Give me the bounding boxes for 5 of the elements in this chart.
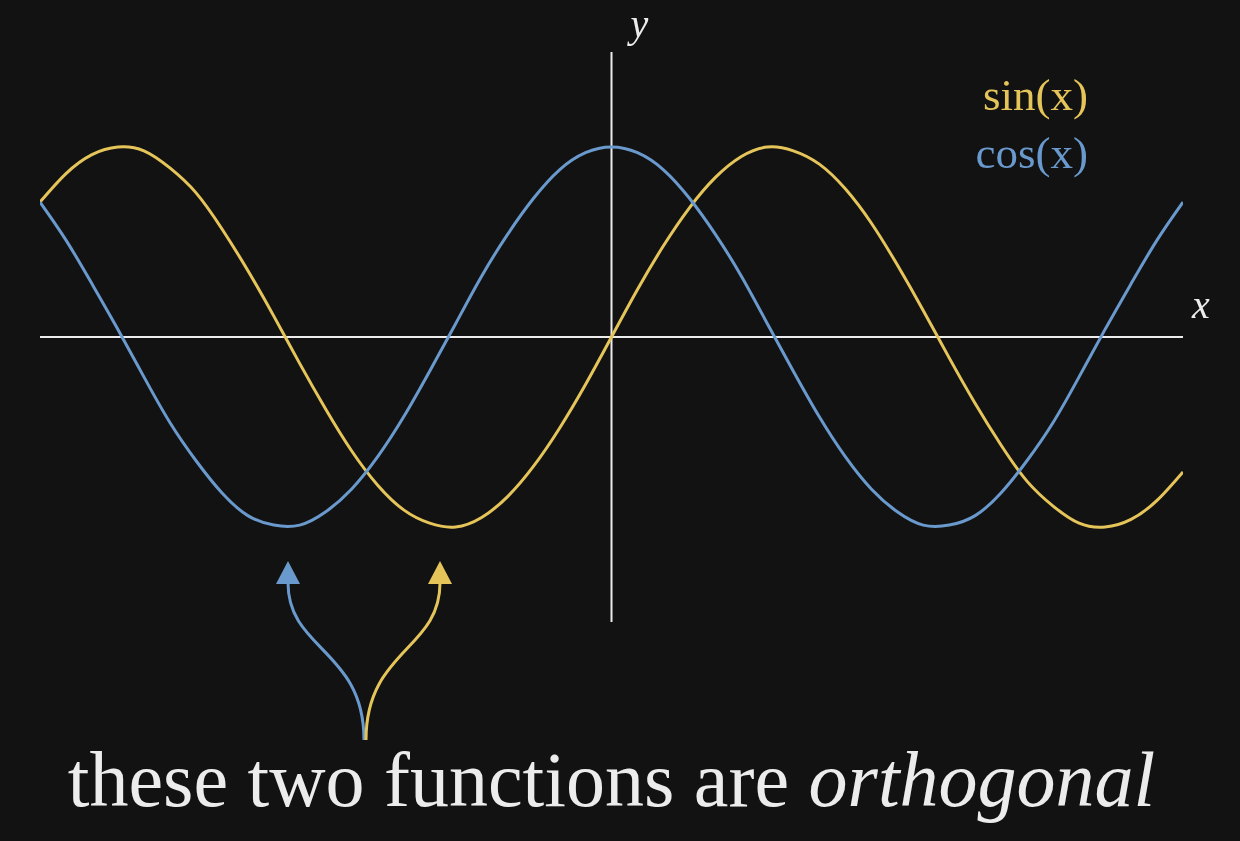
y-axis-title: y — [626, 1, 649, 46]
text: sin(x) — [983, 70, 1088, 120]
x-axis-title: x — [1191, 282, 1210, 327]
text: cos(x) — [975, 128, 1088, 178]
text: these two functions are orthogonal — [67, 736, 1156, 823]
